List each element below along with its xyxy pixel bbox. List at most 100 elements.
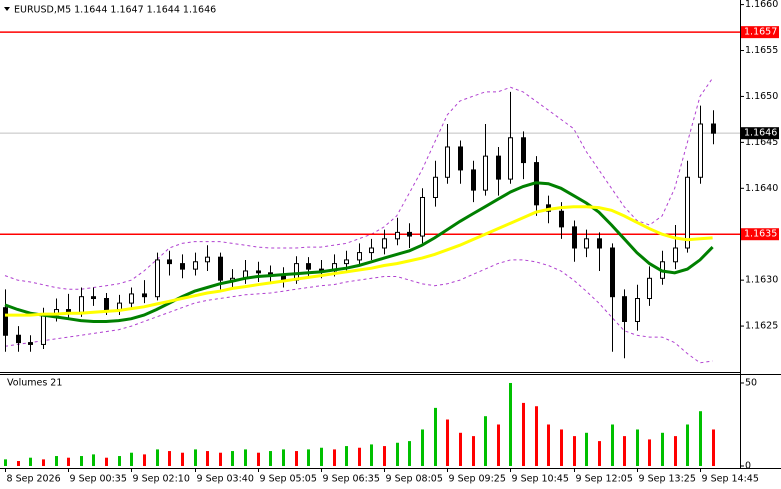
candle-body xyxy=(698,123,703,178)
candle-body xyxy=(420,196,425,237)
candle-body xyxy=(193,261,198,270)
candle-body xyxy=(445,146,450,178)
volume-bar xyxy=(282,449,285,466)
candle-body xyxy=(458,146,463,171)
candle-body xyxy=(155,259,160,298)
volume-bar xyxy=(257,452,260,466)
volume-bar xyxy=(219,452,222,466)
candle-body xyxy=(433,176,438,198)
x-tick-label: 9 Sep 03:40 xyxy=(197,474,254,485)
volume-bar xyxy=(17,461,20,466)
last-price-box xyxy=(741,127,779,140)
volume-bar xyxy=(522,402,525,466)
volume-bar xyxy=(383,446,386,466)
candle-body xyxy=(382,238,387,249)
volume-bar xyxy=(269,451,272,466)
candle-body xyxy=(16,334,21,344)
x-tick-label: 9 Sep 09:25 xyxy=(449,474,506,485)
candle-body xyxy=(369,247,374,254)
x-tick-label: 9 Sep 10:45 xyxy=(512,474,569,485)
indicator-line xyxy=(4,181,714,323)
volume-bar xyxy=(459,432,462,466)
volume-bar xyxy=(560,429,563,466)
candle-body xyxy=(508,137,513,180)
volume-bar xyxy=(181,452,184,466)
level-label-box xyxy=(741,228,779,241)
level-label: 1.1635 xyxy=(744,229,777,240)
volume-bar xyxy=(547,424,550,466)
y-tick-label: 1.1660 xyxy=(745,0,778,10)
volume-bar xyxy=(42,459,45,466)
volume-bar xyxy=(130,452,133,466)
volume-bar xyxy=(648,439,651,466)
candle-body xyxy=(218,256,223,281)
candle-body xyxy=(28,342,33,345)
volume-bar xyxy=(573,436,576,466)
volume-bar xyxy=(67,457,70,466)
volume-bar xyxy=(333,449,336,466)
volume-bar xyxy=(143,454,146,466)
indicator-line xyxy=(4,77,714,290)
candle-body xyxy=(256,270,261,274)
candle-body xyxy=(205,256,210,263)
volume-bar xyxy=(29,457,32,466)
volume-bar xyxy=(636,429,639,466)
candle-body xyxy=(41,314,46,345)
x-tick-label: 9 Sep 13:25 xyxy=(639,474,696,485)
candle-body xyxy=(180,263,185,270)
volume-bar xyxy=(370,444,373,466)
candle-body xyxy=(3,307,8,336)
volume-bar xyxy=(408,441,411,466)
volume-bar xyxy=(686,424,689,466)
volume-title: Volumes 21 xyxy=(7,378,62,389)
y-tick-label: 1.1630 xyxy=(745,275,778,286)
candle-body xyxy=(79,296,84,313)
menu-triangle xyxy=(4,7,10,11)
candle-body xyxy=(91,296,96,300)
volume-bar xyxy=(674,436,677,466)
volume-bar xyxy=(320,447,323,466)
volume-tick-label: 50 xyxy=(745,377,757,388)
candle-body xyxy=(572,226,577,249)
volume-bar xyxy=(598,441,601,466)
candle-body xyxy=(357,252,362,261)
candle-body xyxy=(117,302,122,311)
candle-body xyxy=(104,298,109,311)
volume-tick-label: 0 xyxy=(745,461,751,472)
volume-bar xyxy=(434,407,437,466)
y-tick-label: 1.1655 xyxy=(745,45,778,56)
y-tick-label: 1.1625 xyxy=(745,321,778,332)
x-tick-label: 8 Sep 2026 xyxy=(7,474,61,485)
volume-bar xyxy=(244,449,247,466)
volume-bar xyxy=(509,382,512,466)
volume-bar xyxy=(156,449,159,466)
candle-body xyxy=(471,169,476,191)
volume-bar xyxy=(206,451,209,466)
level-label: 1.1657 xyxy=(744,27,777,38)
volume-bar xyxy=(55,456,58,466)
volume-bar xyxy=(623,436,626,466)
candle-body xyxy=(673,247,678,263)
volume-bar xyxy=(585,432,588,466)
candle-body xyxy=(344,259,349,265)
x-tick-label: 9 Sep 14:45 xyxy=(702,474,759,485)
volume-bar xyxy=(661,432,664,466)
volume-bar xyxy=(472,436,475,466)
candle-body xyxy=(129,293,134,304)
candle-body xyxy=(584,238,589,249)
candle-body xyxy=(559,210,564,228)
indicator-line xyxy=(5,205,713,317)
candle-body xyxy=(622,296,627,322)
candle-body xyxy=(711,123,716,134)
volume-bar xyxy=(105,457,108,466)
x-tick-label: 9 Sep 12:05 xyxy=(576,474,633,485)
volume-bar xyxy=(484,416,487,466)
volume-bar xyxy=(118,456,121,466)
volume-bar xyxy=(80,456,83,466)
candle-body xyxy=(395,231,400,240)
candle-body xyxy=(647,277,652,300)
